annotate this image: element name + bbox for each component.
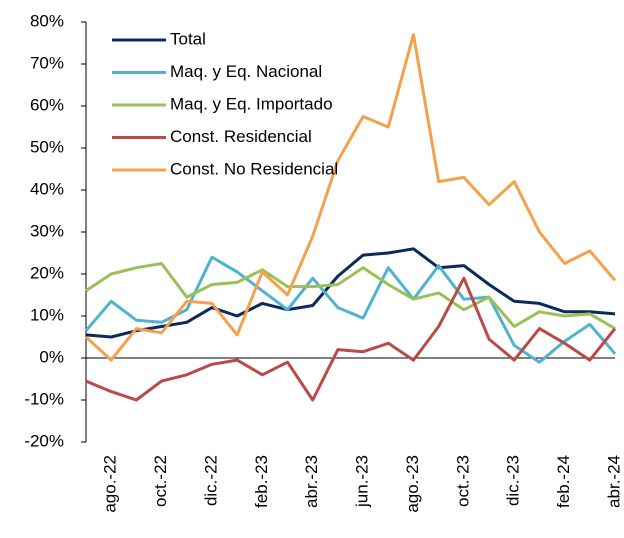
x-tick-label: jun.-23 bbox=[353, 455, 372, 508]
x-tick-label: oct.-22 bbox=[151, 455, 170, 507]
x-tick-label: feb.-24 bbox=[554, 455, 573, 508]
y-tick-label: 50% bbox=[30, 137, 64, 156]
y-tick-label: 30% bbox=[30, 221, 64, 240]
y-tick-label: -20% bbox=[24, 431, 64, 450]
x-tick-label: dic.-23 bbox=[504, 455, 523, 506]
series-line bbox=[84, 33, 617, 362]
legend-label: Const. Residencial bbox=[170, 127, 312, 146]
series-line bbox=[84, 255, 617, 364]
x-tick-label: feb.-23 bbox=[252, 455, 271, 508]
x-tick-label: ago.-23 bbox=[403, 455, 422, 513]
x-tick-label: abr.-23 bbox=[302, 455, 321, 508]
legend-label: Total bbox=[170, 29, 206, 48]
series-line bbox=[85, 262, 616, 330]
legend-label: Maq. y Eq. Importado bbox=[170, 94, 333, 113]
y-tick-label: 20% bbox=[30, 263, 64, 282]
y-tick-label: -10% bbox=[24, 389, 64, 408]
x-tick-label: dic.-22 bbox=[201, 455, 220, 506]
series-line bbox=[85, 276, 617, 402]
x-tick-label: abr.-24 bbox=[604, 455, 623, 508]
y-tick-label: 70% bbox=[30, 53, 64, 72]
y-tick-label: 60% bbox=[30, 95, 64, 114]
y-tick-label: 80% bbox=[30, 11, 64, 30]
x-tick-label: ago.-22 bbox=[101, 455, 120, 513]
legend-label: Const. No Residencial bbox=[170, 159, 338, 178]
y-tick-label: 0% bbox=[39, 347, 64, 366]
x-tick-label: oct.-23 bbox=[453, 455, 472, 507]
series-line bbox=[85, 247, 616, 339]
y-tick-label: 40% bbox=[30, 179, 64, 198]
legend-label: Maq. y Eq. Nacional bbox=[170, 62, 322, 81]
y-tick-label: 10% bbox=[30, 305, 64, 324]
